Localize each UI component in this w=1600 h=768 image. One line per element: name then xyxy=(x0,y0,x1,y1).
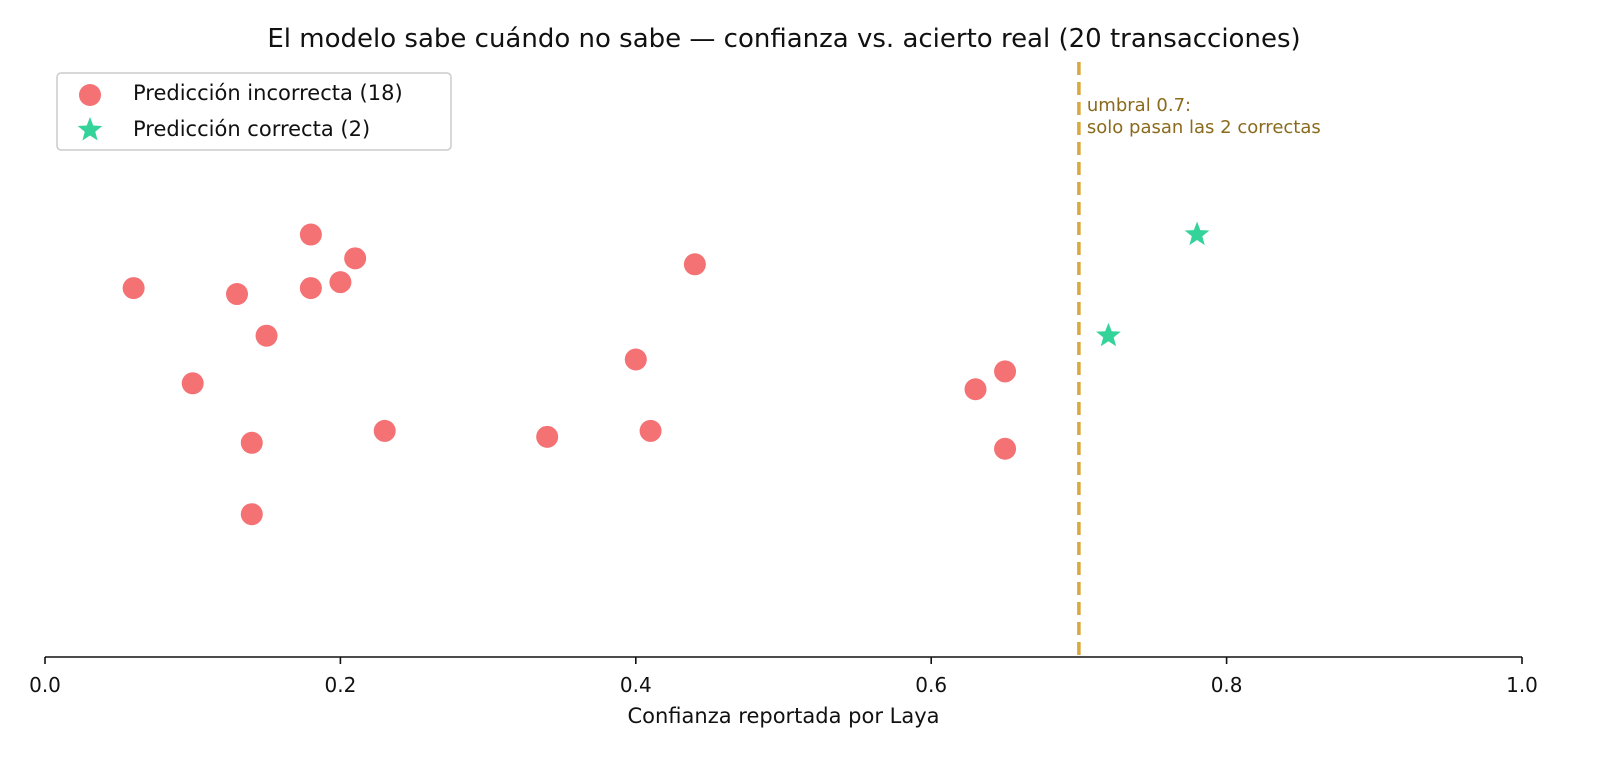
data-point-incorrect xyxy=(624,348,647,371)
data-point-incorrect xyxy=(373,419,396,442)
data-point-incorrect xyxy=(994,360,1017,383)
data-point-incorrect xyxy=(536,425,559,448)
legend: Predicción incorrecta (18) Predicción co… xyxy=(56,72,452,151)
data-point-incorrect xyxy=(255,324,278,347)
data-point-correct xyxy=(1184,221,1210,246)
legend-marker-incorrect xyxy=(79,84,101,106)
data-point-incorrect xyxy=(329,271,352,294)
data-point-incorrect xyxy=(122,277,145,300)
threshold-annotation-line-1: umbral 0.7: xyxy=(1087,95,1191,116)
data-point-incorrect xyxy=(299,277,322,300)
chart-title: El modelo sabe cuándo no sabe — confianz… xyxy=(267,24,1300,54)
x-tick-label: 0.4 xyxy=(620,673,652,697)
data-point-incorrect xyxy=(344,247,367,270)
data-point-correct xyxy=(1096,322,1121,347)
data-point-incorrect xyxy=(994,437,1017,460)
x-tick-label: 0.0 xyxy=(29,673,61,697)
legend-marker-correct xyxy=(77,117,103,141)
data-point-incorrect xyxy=(240,503,263,526)
x-ticks: 0.0 0.2 0.4 0.6 0.8 1.0 xyxy=(29,657,1538,697)
data-point-incorrect xyxy=(683,253,706,276)
data-point-incorrect xyxy=(639,419,662,442)
x-axis-label: Confianza reportada por Laya xyxy=(627,704,939,728)
data-points xyxy=(122,221,1210,526)
data-point-incorrect xyxy=(964,378,987,401)
legend-marker-symbol xyxy=(77,117,103,141)
x-tick-label: 0.6 xyxy=(915,673,947,697)
data-point-incorrect xyxy=(226,283,249,306)
data-point-incorrect xyxy=(240,431,263,454)
threshold-annotation-line-2: solo pasan las 2 correctas xyxy=(1087,117,1321,138)
legend-label-incorrect: Predicción incorrecta (18) xyxy=(133,81,403,105)
threshold-group: umbral 0.7: solo pasan las 2 correctas xyxy=(1077,62,1321,657)
x-tick-label: 0.2 xyxy=(324,673,356,697)
data-point-incorrect xyxy=(299,223,322,246)
data-point-incorrect xyxy=(181,372,204,395)
x-axis: 0.0 0.2 0.4 0.6 0.8 1.0 Confianza reportada p… xyxy=(29,656,1538,728)
x-tick-label: 1.0 xyxy=(1506,673,1538,697)
legend-label-correct: Predicción correcta (2) xyxy=(133,117,370,141)
legend-marker-symbol xyxy=(79,84,101,106)
x-tick-label: 0.8 xyxy=(1211,673,1243,697)
legend-frame xyxy=(56,72,452,151)
